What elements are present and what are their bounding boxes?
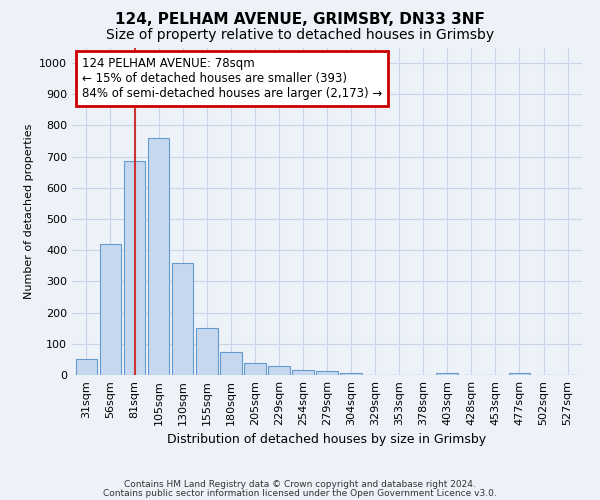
Text: 124, PELHAM AVENUE, GRIMSBY, DN33 3NF: 124, PELHAM AVENUE, GRIMSBY, DN33 3NF	[115, 12, 485, 28]
Bar	[124, 162, 145, 375]
Bar	[196, 328, 218, 375]
Bar	[436, 372, 458, 375]
Bar	[220, 352, 242, 375]
Bar	[268, 366, 290, 375]
Bar	[100, 244, 121, 375]
Bar	[316, 372, 338, 375]
Text: 124 PELHAM AVENUE: 78sqm
← 15% of detached houses are smaller (393)
84% of semi-: 124 PELHAM AVENUE: 78sqm ← 15% of detach…	[82, 58, 382, 100]
Text: Contains public sector information licensed under the Open Government Licence v3: Contains public sector information licen…	[103, 489, 497, 498]
Text: Size of property relative to detached houses in Grimsby: Size of property relative to detached ho…	[106, 28, 494, 42]
Bar	[244, 362, 266, 375]
Text: Contains HM Land Registry data © Crown copyright and database right 2024.: Contains HM Land Registry data © Crown c…	[124, 480, 476, 489]
X-axis label: Distribution of detached houses by size in Grimsby: Distribution of detached houses by size …	[167, 434, 487, 446]
Y-axis label: Number of detached properties: Number of detached properties	[23, 124, 34, 299]
Bar	[76, 360, 97, 375]
Bar	[509, 372, 530, 375]
Bar	[292, 370, 314, 375]
Bar	[148, 138, 169, 375]
Bar	[172, 262, 193, 375]
Bar	[340, 372, 362, 375]
